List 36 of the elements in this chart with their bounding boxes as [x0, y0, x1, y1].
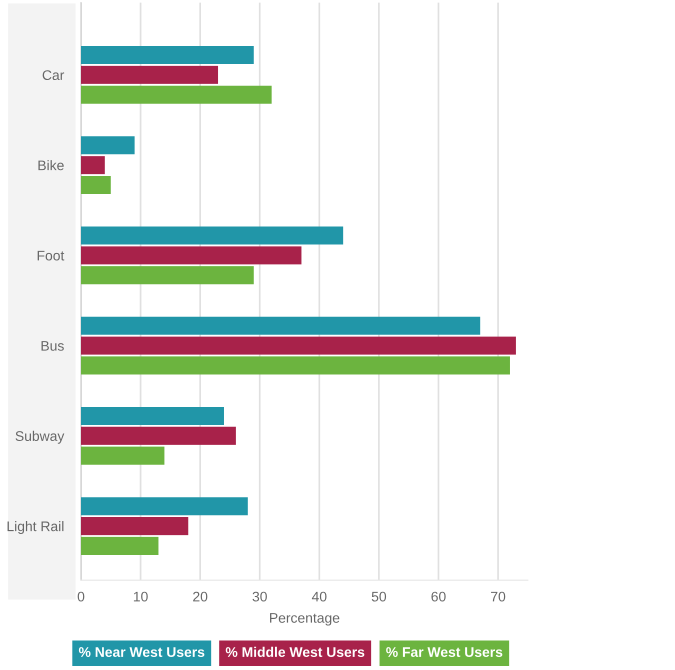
- bar: [81, 316, 480, 335]
- y-tick-label: Bus: [42, 341, 64, 351]
- bar: [81, 86, 272, 104]
- y-tick-label: Subway: [16, 430, 64, 444]
- x-tick-label: 20: [193, 592, 208, 602]
- bar: [81, 536, 158, 555]
- bar: [81, 176, 111, 194]
- bar: [81, 226, 344, 245]
- bar: [81, 406, 224, 426]
- bar: [81, 246, 302, 264]
- bar: [81, 66, 218, 84]
- bar: [81, 426, 236, 445]
- y-tick-label: Bike: [38, 160, 64, 170]
- text: % Far West Users: [386, 647, 502, 657]
- x-axis-title: Percentage: [270, 613, 340, 626]
- y-tick-label: Foot: [38, 250, 64, 261]
- x-tick-label: 70: [491, 592, 506, 602]
- y-tick-label: Light Rail: [8, 521, 64, 534]
- bar: [81, 336, 516, 355]
- bar: [81, 156, 105, 174]
- x-tick-label: 40: [312, 592, 326, 602]
- x-tick-label: 30: [252, 592, 267, 602]
- bar: [81, 356, 510, 374]
- text: % Near West Users: [78, 647, 204, 657]
- bar: [81, 136, 135, 154]
- text: % Middle West Users: [226, 646, 364, 657]
- bar: [81, 266, 254, 284]
- x-tick-label: 50: [372, 592, 386, 602]
- x-tick-label: 0: [78, 592, 84, 602]
- y-tick-label: Car: [42, 70, 64, 80]
- bar: [81, 497, 248, 516]
- bar: [81, 46, 254, 64]
- x-tick-label: 60: [431, 592, 446, 602]
- bar: [81, 517, 188, 536]
- bar: [81, 446, 164, 465]
- x-tick-label: 10: [134, 592, 148, 602]
